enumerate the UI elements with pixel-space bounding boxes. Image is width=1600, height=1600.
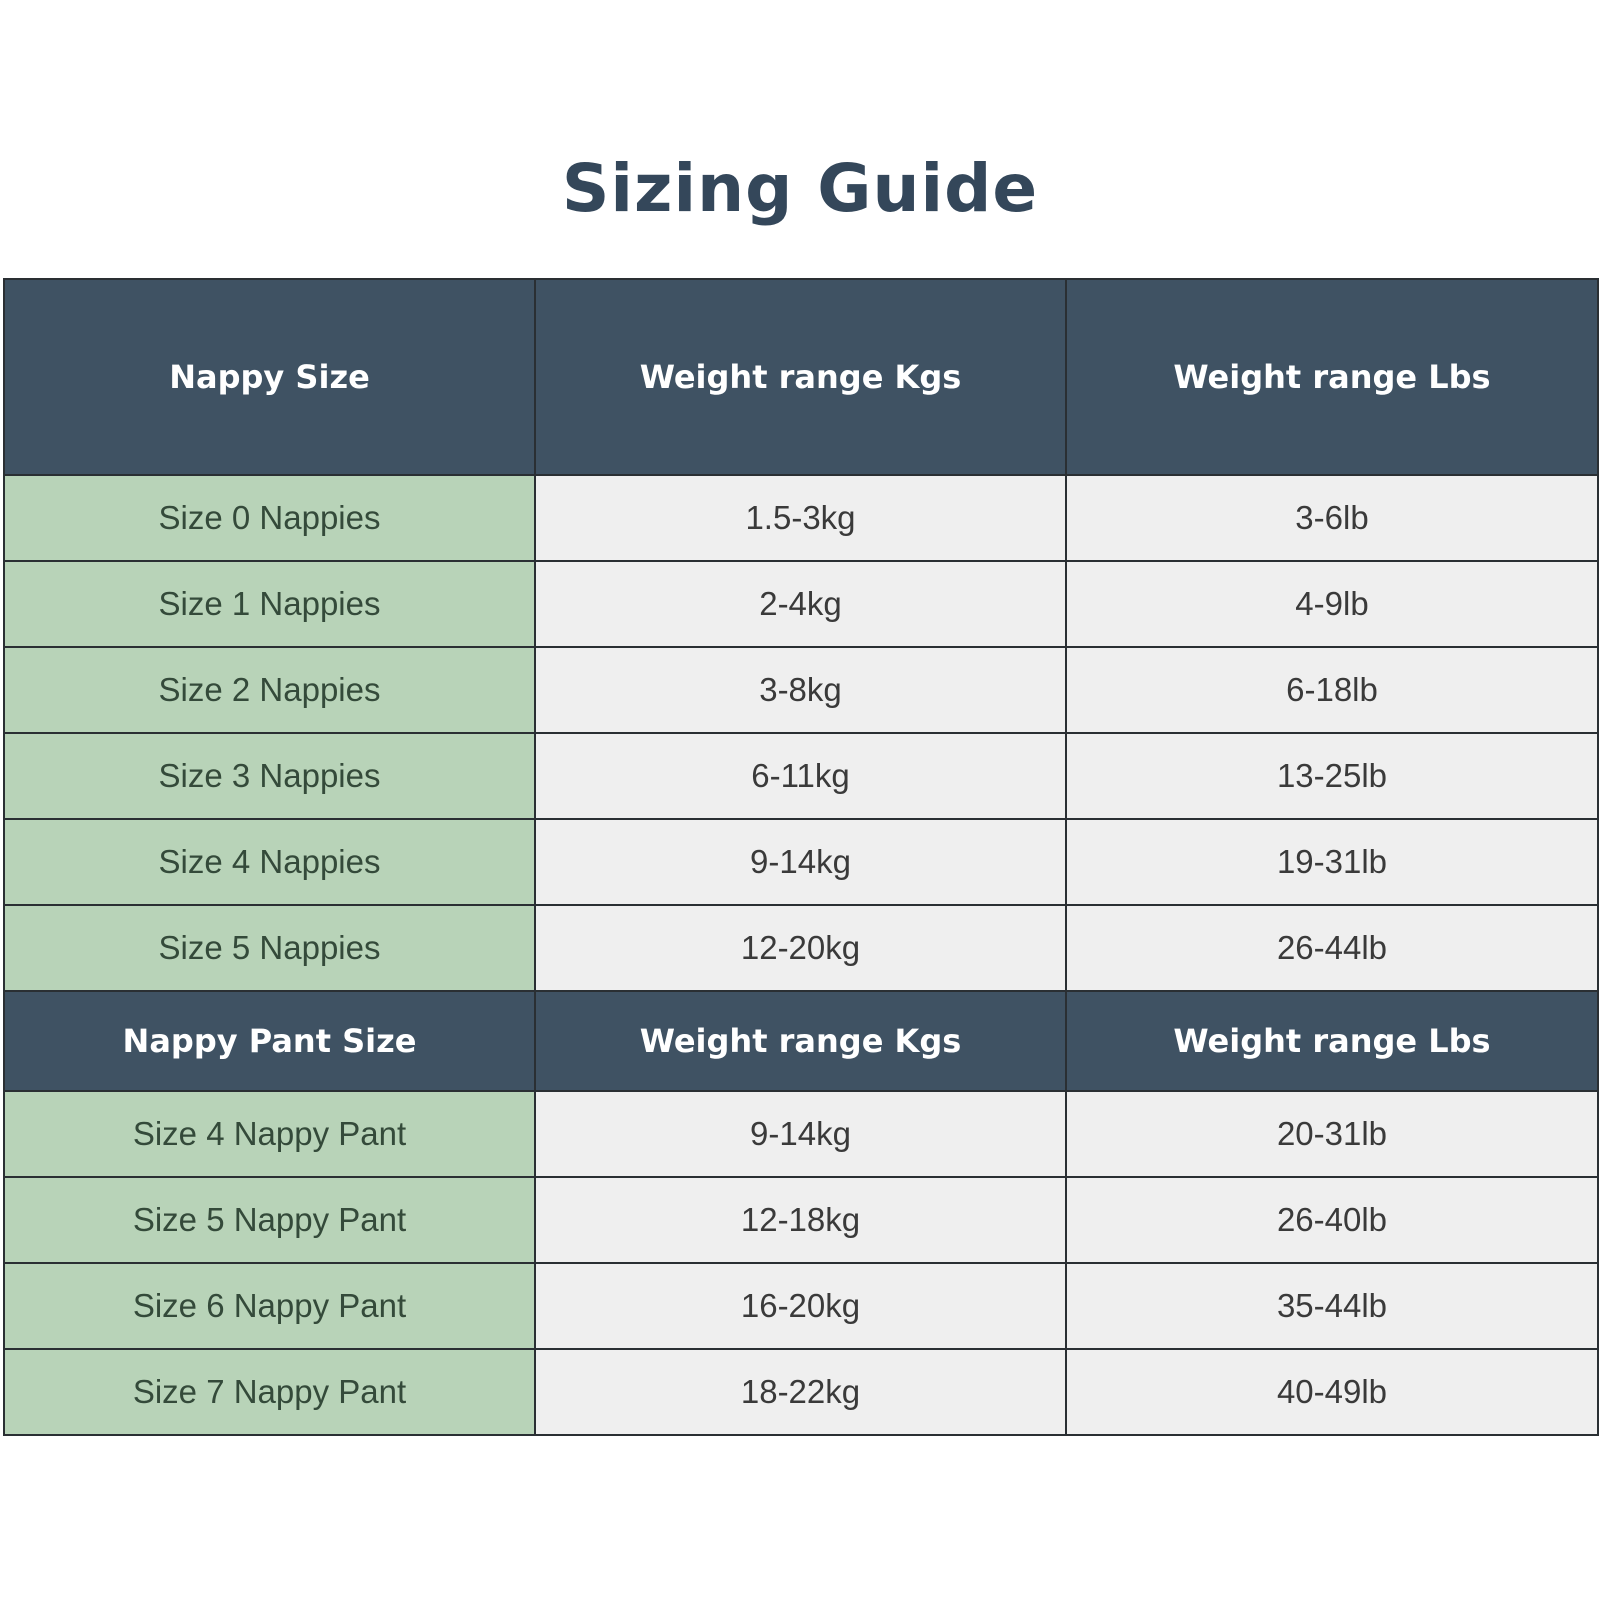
kg-range-cell: 3-8kg: [534, 646, 1067, 734]
kg-range-cell: 1.5-3kg: [534, 474, 1067, 562]
table-row: Size 0 Nappies 1.5-3kg 3-6lb: [3, 474, 1599, 562]
nappies-header-cell: Nappy Size: [3, 278, 536, 476]
nappies-header-row: Nappy Size Weight range Kgs Weight range L…: [3, 278, 1599, 476]
size-cell: Size 0 Nappies: [3, 474, 536, 562]
pants-header-cell: Weight range Lbs: [1065, 990, 1599, 1092]
lb-range-cell: 40-49lb: [1065, 1348, 1599, 1436]
kg-range-cell: 2-4kg: [534, 560, 1067, 648]
nappies-header-cell: Weight range Kgs: [534, 278, 1067, 476]
table-row: Size 5 Nappies 12-20kg 26-44lb: [3, 904, 1599, 992]
size-cell: Size 3 Nappies: [3, 732, 536, 820]
size-cell: Size 6 Nappy Pant: [3, 1262, 536, 1350]
lb-range-cell: 19-31lb: [1065, 818, 1599, 906]
table-row: Size 6 Nappy Pant 16-20kg 35-44lb: [3, 1262, 1599, 1350]
nappies-header-cell: Weight range Lbs: [1065, 278, 1599, 476]
size-cell: Size 5 Nappies: [3, 904, 536, 992]
kg-range-cell: 9-14kg: [534, 1090, 1067, 1178]
table-row: Size 4 Nappies 9-14kg 19-31lb: [3, 818, 1599, 906]
kg-range-cell: 12-20kg: [534, 904, 1067, 992]
size-cell: Size 4 Nappies: [3, 818, 536, 906]
table-row: Size 7 Nappy Pant 18-22kg 40-49lb: [3, 1348, 1599, 1436]
lb-range-cell: 4-9lb: [1065, 560, 1599, 648]
kg-range-cell: 9-14kg: [534, 818, 1067, 906]
pants-header-row: Nappy Pant Size Weight range Kgs Weight ra…: [3, 990, 1599, 1092]
lb-range-cell: 26-44lb: [1065, 904, 1599, 992]
page-title: Sizing Guide: [561, 150, 1039, 227]
kg-range-cell: 12-18kg: [534, 1176, 1067, 1264]
kg-range-cell: 6-11kg: [534, 732, 1067, 820]
table-row: Size 4 Nappy Pant 9-14kg 20-31lb: [3, 1090, 1599, 1178]
sizing-table: Nappy Size Weight range Kgs Weight range L…: [3, 278, 1599, 1436]
table-row: Size 2 Nappies 3-8kg 6-18lb: [3, 646, 1599, 734]
lb-range-cell: 3-6lb: [1065, 474, 1599, 562]
table-row: Size 1 Nappies 2-4kg 4-9lb: [3, 560, 1599, 648]
size-cell: Size 2 Nappies: [3, 646, 536, 734]
table-row: Size 3 Nappies 6-11kg 13-25lb: [3, 732, 1599, 820]
lb-range-cell: 13-25lb: [1065, 732, 1599, 820]
size-cell: Size 7 Nappy Pant: [3, 1348, 536, 1436]
pants-header-cell: Weight range Kgs: [534, 990, 1067, 1092]
table-row: Size 5 Nappy Pant 12-18kg 26-40lb: [3, 1176, 1599, 1264]
pants-header-cell: Nappy Pant Size: [3, 990, 536, 1092]
size-cell: Size 4 Nappy Pant: [3, 1090, 536, 1178]
lb-range-cell: 6-18lb: [1065, 646, 1599, 734]
lb-range-cell: 26-40lb: [1065, 1176, 1599, 1264]
kg-range-cell: 18-22kg: [534, 1348, 1067, 1436]
lb-range-cell: 20-31lb: [1065, 1090, 1599, 1178]
size-cell: Size 5 Nappy Pant: [3, 1176, 536, 1264]
kg-range-cell: 16-20kg: [534, 1262, 1067, 1350]
size-cell: Size 1 Nappies: [3, 560, 536, 648]
lb-range-cell: 35-44lb: [1065, 1262, 1599, 1350]
